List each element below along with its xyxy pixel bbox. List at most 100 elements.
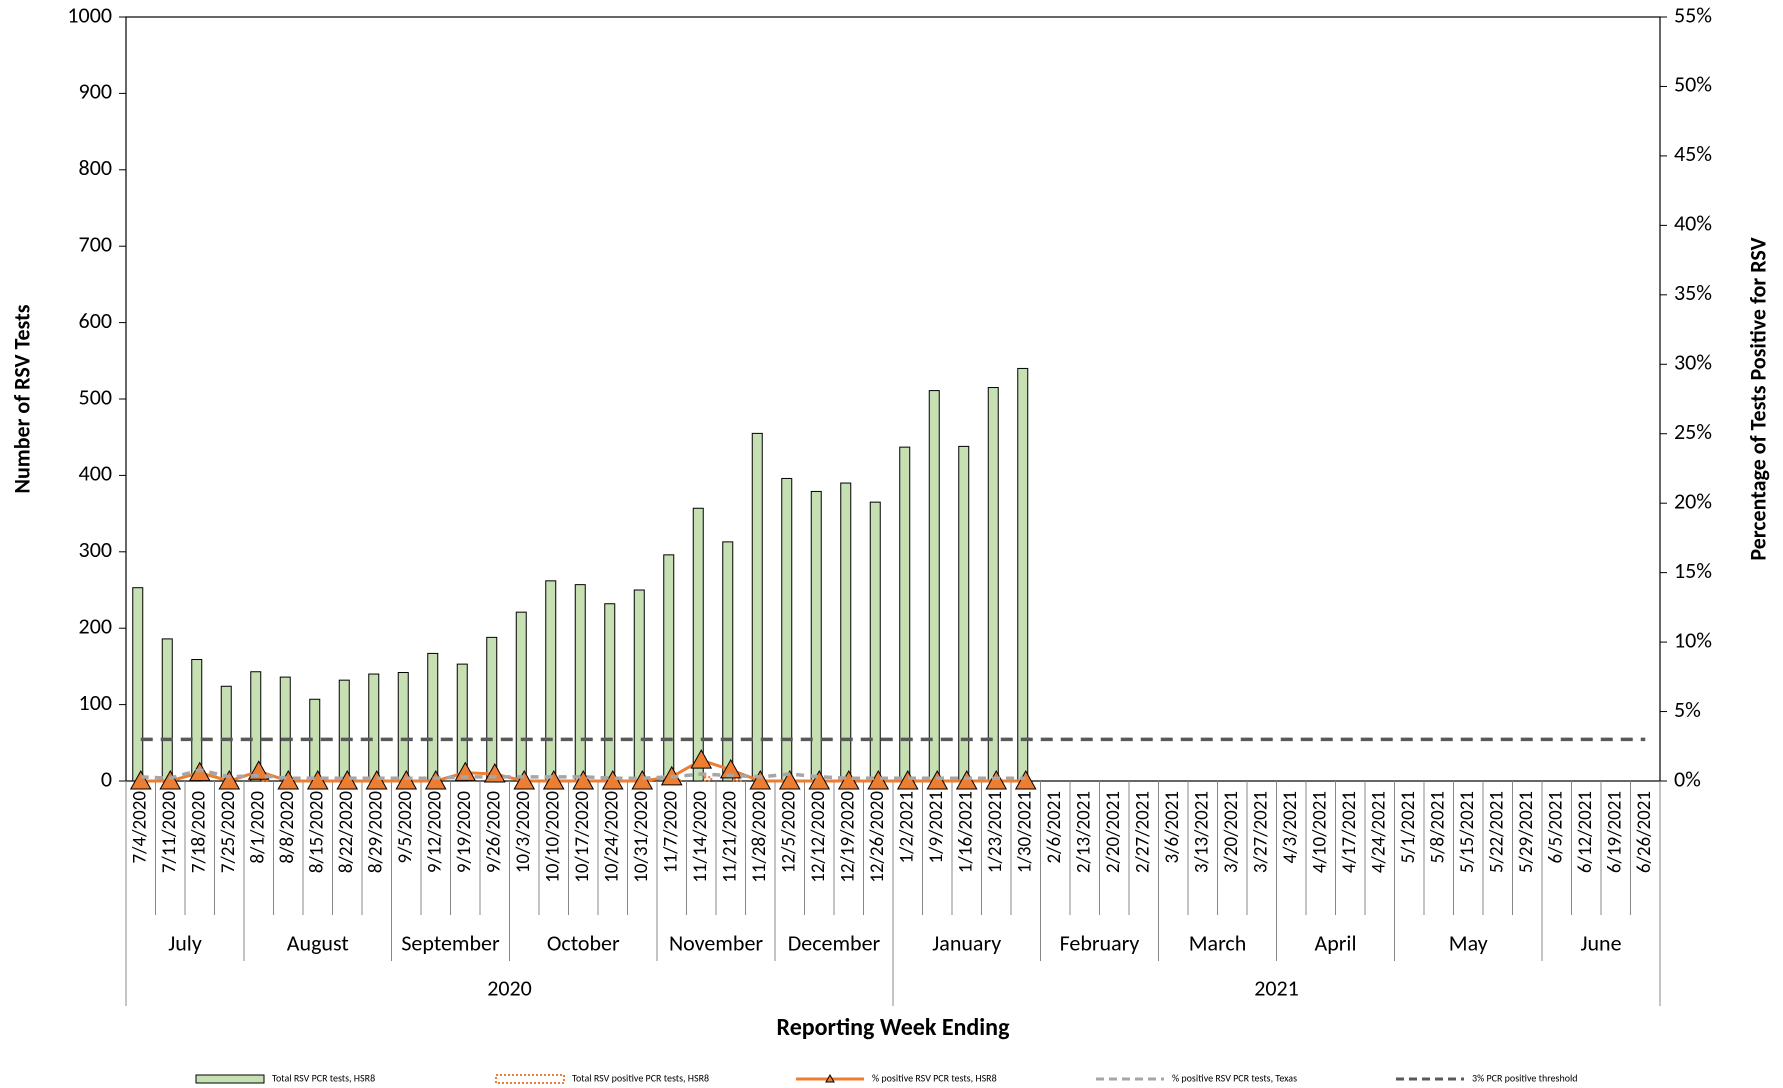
line-marker [277, 769, 300, 790]
bar [751, 432, 763, 782]
x-tick-label: 8/15/2020 [305, 791, 328, 873]
y-tick-label: 400 [79, 460, 112, 487]
y2-tick-label: 50% [1674, 71, 1712, 98]
y-tick-label: 300 [79, 536, 112, 563]
y-tick-label: 1000 [67, 1, 112, 28]
line-marker [424, 769, 447, 790]
bar [161, 638, 173, 782]
bar [486, 636, 498, 782]
bar [132, 587, 144, 782]
x-tick-label: 10/24/2020 [600, 791, 623, 883]
line-marker [306, 769, 329, 790]
x-tick-label: 9/19/2020 [453, 791, 476, 873]
x-tick-label: 8/29/2020 [364, 791, 387, 873]
x-tick-label: 6/19/2021 [1603, 791, 1626, 873]
legend-swatch [195, 1074, 265, 1084]
legend-swatch [495, 1074, 565, 1084]
bar [279, 676, 291, 782]
x-tick-label: 4/3/2021 [1279, 791, 1302, 863]
line-marker [129, 769, 152, 790]
x-tick-label: 9/12/2020 [423, 791, 446, 873]
bar [987, 387, 999, 782]
bar [220, 685, 232, 782]
y2-axis-title: Percentage of Tests Positive for RSV [1744, 237, 1771, 560]
line-marker [926, 769, 949, 790]
month-label: February [1060, 929, 1140, 956]
line-marker [601, 769, 624, 790]
y-tick-label: 600 [79, 307, 112, 334]
line-marker [365, 769, 388, 790]
y-tick-label: 900 [79, 78, 112, 105]
x-tick-label: 6/5/2021 [1544, 791, 1567, 863]
x-tick-label: 6/26/2021 [1633, 791, 1656, 873]
x-tick-label: 3/27/2021 [1249, 791, 1272, 873]
line-marker [985, 769, 1008, 790]
x-tick-label: 6/12/2021 [1574, 791, 1597, 873]
line-marker [454, 761, 477, 782]
x-tick-label: 1/16/2021 [954, 791, 977, 873]
line-marker [631, 769, 654, 790]
y-tick-label: 700 [79, 230, 112, 257]
x-tick-label: 1/23/2021 [984, 791, 1007, 873]
y2-tick-label: 35% [1674, 279, 1712, 306]
legend-label: Total RSV PCR tests, HSR8 [272, 1071, 375, 1084]
year-label: 2021 [1254, 974, 1299, 1001]
y2-tick-label: 0% [1674, 765, 1701, 792]
x-tick-label: 11/21/2020 [718, 791, 741, 883]
line-marker [690, 749, 713, 769]
bar [1017, 367, 1029, 782]
y2-tick-label: 20% [1674, 487, 1712, 514]
bar [338, 679, 350, 782]
x-tick-label: 1/2/2021 [895, 791, 918, 863]
bar [633, 589, 645, 782]
month-label: July [168, 929, 202, 956]
month-label: October [547, 929, 620, 956]
line-marker [867, 769, 890, 790]
month-label: May [1449, 929, 1488, 956]
x-tick-label: 12/12/2020 [807, 791, 830, 883]
bar [427, 652, 439, 782]
x-tick-label: 5/22/2021 [1485, 791, 1508, 873]
x-tick-label: 10/17/2020 [571, 791, 594, 883]
x-tick-label: 5/8/2021 [1426, 791, 1449, 863]
x-axis-title: Reporting Week Ending [777, 1013, 1011, 1042]
line-marker [955, 769, 978, 790]
x-tick-label: 4/17/2021 [1338, 791, 1361, 873]
x-tick-label: 8/22/2020 [335, 791, 358, 873]
x-tick-label: 5/29/2021 [1515, 791, 1538, 873]
month-label: June [1580, 929, 1621, 956]
x-tick-label: 3/6/2021 [1161, 791, 1184, 863]
x-tick-label: 3/20/2021 [1220, 791, 1243, 873]
x-tick-label: 10/31/2020 [630, 791, 653, 883]
x-tick-label: 1/9/2021 [925, 791, 948, 863]
y-tick-label: 500 [79, 383, 112, 410]
line-marker [542, 769, 565, 790]
x-tick-label: 10/3/2020 [512, 791, 535, 873]
legend-label: Total RSV positive PCR tests, HSR8 [572, 1071, 709, 1084]
x-tick-label: 11/7/2020 [659, 791, 682, 873]
x-tick-label: 8/8/2020 [276, 791, 299, 864]
x-tick-label: 5/1/2021 [1397, 791, 1420, 863]
x-tick-label: 7/11/2020 [158, 791, 181, 873]
x-tick-label: 12/19/2020 [836, 791, 859, 883]
x-tick-label: 1/30/2021 [1013, 791, 1036, 873]
bar [692, 507, 704, 782]
year-label: 2020 [487, 974, 532, 1001]
line-marker [159, 769, 182, 790]
bar [781, 477, 793, 782]
month-label: September [401, 929, 500, 956]
y2-tick-label: 10% [1674, 626, 1712, 653]
bar [545, 580, 557, 782]
y2-tick-label: 25% [1674, 418, 1712, 445]
x-tick-label: 2/27/2021 [1131, 791, 1154, 873]
line-marker [808, 769, 831, 790]
bar [604, 603, 616, 782]
bar [810, 490, 822, 782]
line-marker [395, 769, 418, 790]
line-marker [896, 769, 919, 790]
y2-tick-label: 5% [1674, 696, 1701, 723]
bar [663, 554, 675, 782]
x-tick-label: 7/4/2020 [128, 791, 151, 864]
